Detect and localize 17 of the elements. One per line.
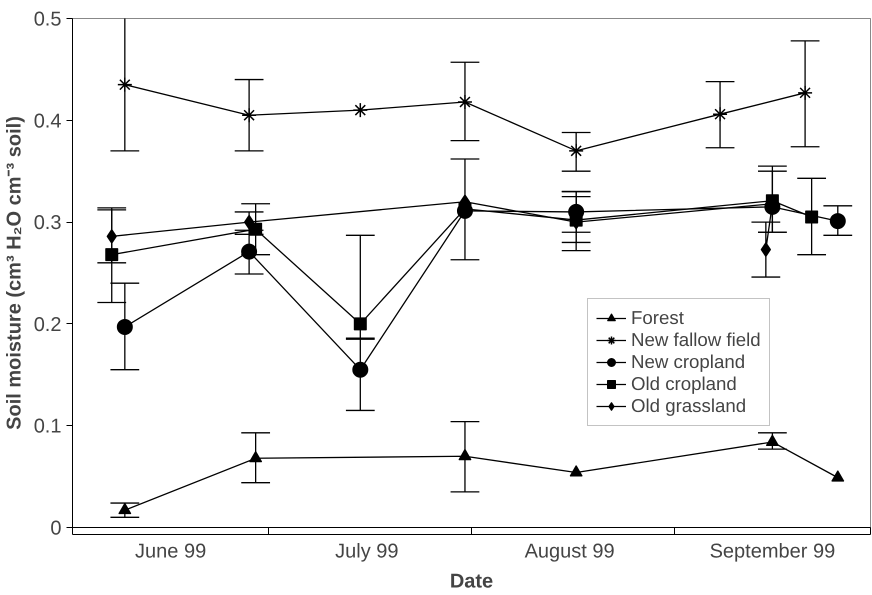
legend-label: Old cropland bbox=[631, 373, 737, 395]
x-axis-title: Date bbox=[450, 570, 494, 592]
y-tick-label: 0.5 bbox=[34, 8, 62, 30]
y-tick-label: 0.1 bbox=[34, 416, 62, 438]
y-tick-label: 0.4 bbox=[34, 110, 62, 132]
y-axis-title: Soil moisture (cm³ H₂O cm⁻³ soil) bbox=[4, 116, 26, 430]
legend-label: Forest bbox=[631, 307, 684, 329]
x-tick-label: September 99 bbox=[710, 540, 836, 562]
y-tick-label: 0 bbox=[50, 518, 62, 540]
legend-label: Old grassland bbox=[631, 395, 746, 417]
x-tick-label: June 99 bbox=[135, 540, 206, 562]
y-tick-label: 0.2 bbox=[34, 314, 62, 336]
legend-label: New fallow field bbox=[631, 329, 761, 351]
x-tick-label: August 99 bbox=[524, 540, 615, 562]
legend-label: New cropland bbox=[631, 351, 746, 373]
y-tick-label: 0.3 bbox=[34, 212, 62, 234]
x-tick-label: July 99 bbox=[335, 540, 399, 562]
